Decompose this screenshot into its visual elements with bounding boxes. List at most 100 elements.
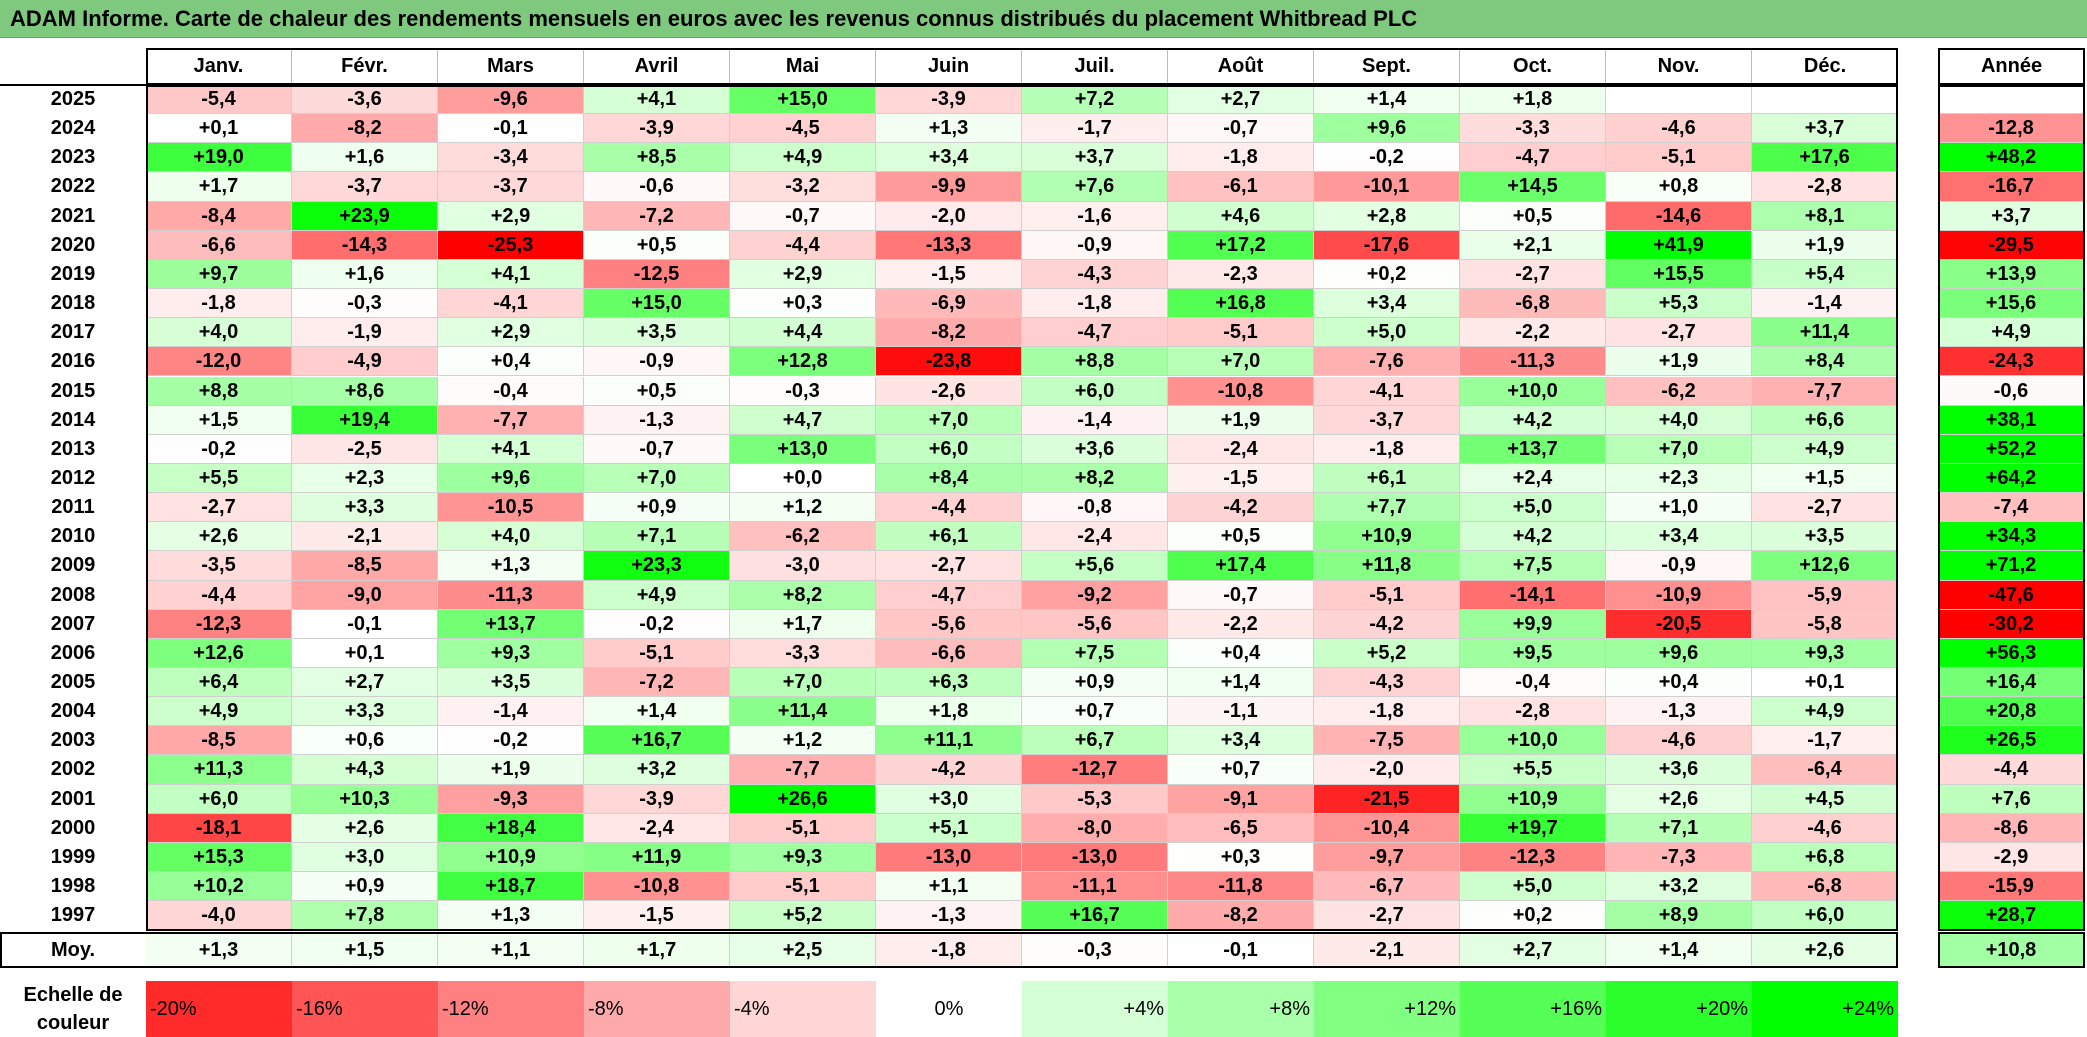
- average-cell: +2,5: [730, 932, 876, 968]
- heat-cell: +12,6: [146, 638, 292, 668]
- heat-cell: +11,8: [1314, 551, 1460, 581]
- heat-cell: +3,5: [438, 668, 584, 698]
- heat-cell: -1,3: [876, 901, 1022, 931]
- heat-cell: +1,9: [1606, 347, 1752, 377]
- heat-cell: -3,2: [730, 172, 876, 202]
- heat-cell: -8,0: [1022, 813, 1168, 843]
- heat-cell: -11,3: [1460, 347, 1606, 377]
- heat-cell: +8,5: [584, 143, 730, 173]
- heat-cell: -8,4: [146, 201, 292, 231]
- heat-cell: +3,7: [1752, 114, 1898, 144]
- heat-cell: +3,4: [876, 143, 1022, 173]
- row-year-label: 2025: [50, 88, 96, 110]
- heat-cell: -3,7: [438, 172, 584, 202]
- heat-cell: +11,1: [876, 726, 1022, 756]
- header-underline: [0, 84, 146, 86]
- heat-cell: -2,8: [1752, 172, 1898, 202]
- heat-cell: -10,4: [1314, 813, 1460, 843]
- legend-swatch: +16%: [1460, 981, 1606, 1037]
- row-year-label: 2017: [50, 321, 96, 344]
- heat-cell: +0,2: [1460, 901, 1606, 931]
- heat-cell: -2,3: [1168, 259, 1314, 290]
- heat-cell: -6,9: [876, 289, 1022, 319]
- heat-cell: +6,0: [146, 784, 292, 814]
- heat-cell: +1,9: [1168, 405, 1314, 435]
- heat-cell: -4,3: [1022, 259, 1168, 290]
- heat-cell: -1,8: [1168, 143, 1314, 173]
- heat-cell: +6,0: [876, 434, 1022, 464]
- heat-cell: +19,4: [292, 405, 438, 435]
- heat-cell: +9,5: [1460, 638, 1606, 668]
- heat-cell: +3,0: [292, 842, 438, 873]
- heat-cell: -9,2: [1022, 580, 1168, 610]
- year-total-cell: -7,4: [1938, 493, 2085, 523]
- average-cell: +2,6: [1752, 932, 1898, 968]
- average-label: Moy.: [50, 939, 96, 961]
- heat-cell: +16,8: [1168, 289, 1314, 319]
- average-cell: +1,4: [1606, 932, 1752, 968]
- heat-cell: +1,9: [438, 755, 584, 785]
- heat-cell: -2,4: [1168, 434, 1314, 464]
- heat-cell: +8,9: [1606, 901, 1752, 931]
- heat-cell: -0,7: [584, 434, 730, 464]
- heat-cell: -7,7: [1752, 376, 1898, 406]
- heat-cell: -1,4: [438, 697, 584, 727]
- heat-cell: +1,1: [876, 872, 1022, 902]
- heat-cell: +9,6: [1606, 638, 1752, 668]
- row-year-label: 2001: [50, 787, 96, 810]
- heat-cell: +23,3: [584, 551, 730, 581]
- heat-cell: +8,2: [1022, 463, 1168, 494]
- heat-cell: -0,2: [146, 434, 292, 464]
- heat-cell: +2,9: [438, 201, 584, 231]
- heat-cell: -11,8: [1168, 872, 1314, 902]
- heat-cell: +3,4: [1606, 522, 1752, 552]
- year-total-cell: +28,7: [1938, 901, 2085, 931]
- legend-swatch: +24%: [1752, 981, 1898, 1037]
- row-year-label: 2014: [50, 408, 96, 431]
- heat-cell: -4,6: [1606, 114, 1752, 144]
- heat-cell: -10,8: [1168, 376, 1314, 406]
- heat-cell: -1,8: [1022, 289, 1168, 319]
- heat-cell: +11,4: [1752, 318, 1898, 348]
- heat-cell: -6,6: [876, 638, 1022, 668]
- heat-cell: [1606, 85, 1752, 115]
- heat-cell: +6,1: [1314, 463, 1460, 494]
- heat-cell: -0,2: [438, 726, 584, 756]
- average-cell: +1,5: [292, 932, 438, 968]
- row-year-label: 2002: [50, 758, 96, 781]
- heat-cell: -17,6: [1314, 230, 1460, 260]
- heat-cell: -9,6: [438, 85, 584, 115]
- heat-cell: +19,0: [146, 143, 292, 173]
- heat-cell: -7,6: [1314, 347, 1460, 377]
- heat-cell: -10,8: [584, 872, 730, 902]
- heat-cell: +0,0: [730, 463, 876, 494]
- heat-cell: -20,5: [1606, 609, 1752, 639]
- heat-cell: +9,3: [1752, 638, 1898, 668]
- heat-cell: -4,3: [1314, 668, 1460, 698]
- heat-cell: -9,3: [438, 784, 584, 814]
- heat-cell: -4,4: [876, 493, 1022, 523]
- heat-cell: -14,6: [1606, 201, 1752, 231]
- heat-cell: -8,5: [146, 726, 292, 756]
- year-total-cell: -8,6: [1938, 813, 2085, 843]
- heat-cell: +2,7: [1168, 85, 1314, 115]
- heat-cell: -4,0: [146, 901, 292, 931]
- heat-cell: -2,2: [1460, 318, 1606, 348]
- heat-cell: +6,7: [1022, 726, 1168, 756]
- heat-cell: +4,1: [438, 434, 584, 464]
- heat-cell: +1,5: [146, 405, 292, 435]
- heat-cell: +4,0: [1606, 405, 1752, 435]
- heat-cell: -1,7: [1752, 726, 1898, 756]
- heat-cell: -5,1: [730, 872, 876, 902]
- heat-cell: +10,9: [1314, 522, 1460, 552]
- legend-swatch: +20%: [1606, 981, 1752, 1037]
- heat-cell: +16,7: [584, 726, 730, 756]
- heat-cell: +1,3: [438, 901, 584, 931]
- heat-cell: -2,7: [876, 551, 1022, 581]
- heat-cell: -0,7: [1168, 580, 1314, 610]
- heat-cell: +1,7: [730, 609, 876, 639]
- year-header: Année: [1938, 48, 2085, 84]
- row-year-label: 2011: [51, 496, 95, 519]
- heat-cell: +2,4: [1460, 463, 1606, 494]
- heat-cell: +41,9: [1606, 230, 1752, 260]
